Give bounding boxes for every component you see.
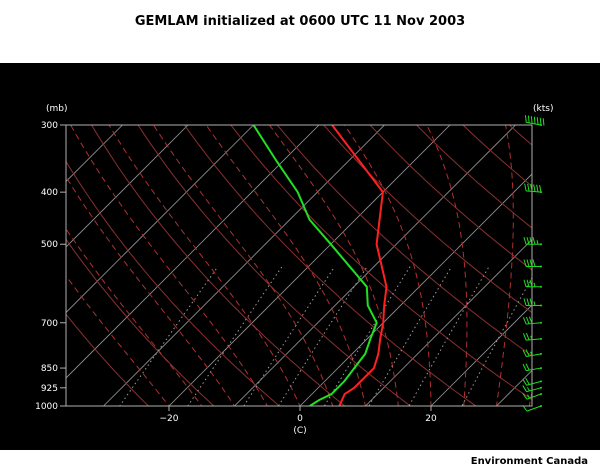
- moist-adiabat-line: [495, 125, 514, 406]
- moist-adiabat-line: [528, 389, 532, 406]
- dry-adiabat-line: [509, 82, 600, 417]
- isotherm-line: [66, 125, 189, 248]
- mixing-ratio-line: [119, 266, 219, 406]
- dry-adiabat-line: [230, 125, 532, 401]
- isotherm-line: [364, 238, 532, 406]
- background-lines: [0, 82, 600, 417]
- mixing-ratio-line: [461, 276, 532, 406]
- wind-barb: [523, 259, 542, 268]
- y-tick-label: 500: [41, 240, 58, 250]
- x-tick-label: −20: [160, 414, 179, 424]
- temperature-profile-line: [331, 125, 388, 406]
- mixing-ratio-line: [187, 266, 283, 406]
- wind-barb: [522, 404, 542, 412]
- dry-adiabat-line: [66, 313, 150, 406]
- dry-adiabat-line: [369, 125, 532, 271]
- wind-barb: [523, 298, 542, 307]
- wind-barb: [523, 279, 542, 288]
- wind-barb: [522, 385, 542, 393]
- profiles: [252, 125, 388, 406]
- dry-adiabat-line: [91, 125, 346, 406]
- skewt-panel: (mb) (kts) (C) 300 400 500 700 850 925 1000 −2…: [0, 63, 600, 450]
- moist-adiabat-line: [66, 274, 170, 406]
- dry-adiabat-line: [276, 125, 532, 357]
- moist-adiabat-line: [205, 125, 367, 406]
- y-tick-label: 925: [41, 384, 58, 394]
- dry-adiabat-line: [415, 125, 532, 229]
- wind-barb: [524, 183, 542, 194]
- y-tick-label: 850: [41, 364, 58, 374]
- dry-adiabat-line: [323, 125, 532, 314]
- moist-adiabat-line: [66, 175, 236, 406]
- mixing-ratio-line: [323, 266, 411, 406]
- dry-adiabat-line: [66, 160, 281, 406]
- x-tick-label: 20: [425, 414, 437, 424]
- isotherm-line: [66, 125, 124, 183]
- x-tick-label: 0: [297, 414, 303, 424]
- x-axis-label: (C): [293, 426, 306, 436]
- skewt-diagram: (mb) (kts) (C) 300 400 500 700 850 925 1000 −2…: [0, 82, 600, 436]
- dewpoint-profile-line: [252, 125, 378, 406]
- wind-barb: [522, 363, 542, 372]
- dry-adiabat-line: [553, 82, 600, 417]
- wind-barb: [523, 237, 542, 246]
- isotherm-line: [168, 125, 451, 406]
- wind-barb: [522, 392, 542, 400]
- wind-barb: [524, 115, 545, 126]
- y-tick-label: 1000: [35, 402, 58, 412]
- wind-barb: [522, 349, 542, 358]
- wind-barb: [522, 316, 542, 325]
- y-axis-label: (mb): [46, 104, 68, 114]
- isotherm-line: [299, 173, 532, 406]
- isotherm-line: [430, 304, 532, 406]
- y-tick-label: 700: [41, 319, 58, 329]
- isotherm-line: [102, 125, 386, 406]
- moist-adiabat-line: [426, 125, 468, 406]
- dry-adiabat-line: [66, 238, 215, 406]
- mixing-ratio-line: [368, 266, 453, 406]
- moist-adiabat-line: [268, 125, 399, 406]
- dry-adiabat-line: [137, 125, 412, 406]
- wind-barb: [522, 378, 542, 386]
- isotherm-line: [0, 82, 34, 417]
- isotherm-line: [66, 125, 320, 379]
- dry-adiabat-line: [462, 125, 532, 187]
- wind-barb: [522, 332, 542, 341]
- y-ticks: 300 400 500 700 850 925 1000: [35, 121, 66, 412]
- moist-adiabat-line: [70, 125, 268, 406]
- isotherm-line: [66, 125, 255, 314]
- y-tick-label: 400: [41, 188, 58, 198]
- mixing-ratio-line: [408, 266, 490, 406]
- isotherm-line: [495, 369, 532, 406]
- x-ticks: −20 0 20: [160, 406, 437, 424]
- wind-barbs: [522, 115, 545, 412]
- moist-adiabat-line: [66, 228, 203, 406]
- chart-title: GEMLAM initialized at 0600 UTC 11 Nov 20…: [134, 14, 466, 29]
- moist-adiabat-line: [343, 125, 432, 406]
- mixing-ratio-line: [243, 266, 336, 406]
- isotherm-line: [233, 125, 517, 406]
- wind-axis-label: (kts): [533, 104, 553, 114]
- dry-adiabat-line: [183, 125, 477, 406]
- credit-label: Environment Canada: [470, 456, 588, 467]
- moist-adiabat-line: [108, 125, 301, 406]
- mixing-ratio-line: [277, 266, 368, 406]
- moist-adiabat-line: [152, 125, 334, 406]
- y-tick-label: 300: [41, 121, 58, 131]
